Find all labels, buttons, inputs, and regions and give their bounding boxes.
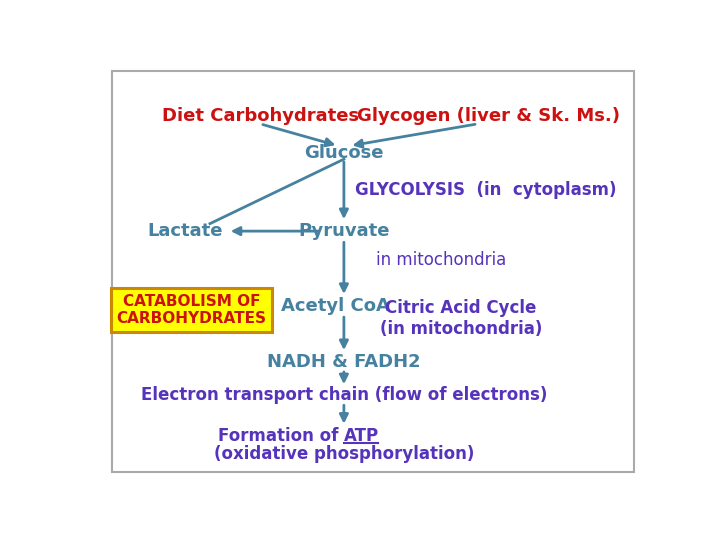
FancyBboxPatch shape	[112, 71, 634, 472]
Text: ATP: ATP	[344, 427, 379, 445]
Text: Acetyl CoA: Acetyl CoA	[281, 297, 390, 315]
Text: Citric Acid Cycle
(in mitochondria): Citric Acid Cycle (in mitochondria)	[380, 299, 542, 338]
Text: Glycogen (liver & Sk. Ms.): Glycogen (liver & Sk. Ms.)	[357, 106, 621, 125]
Text: Glucose: Glucose	[304, 144, 384, 162]
Text: GLYCOLYSIS  (in  cytoplasm): GLYCOLYSIS (in cytoplasm)	[356, 180, 617, 199]
Text: CATABOLISM OF
CARBOHYDRATES: CATABOLISM OF CARBOHYDRATES	[117, 294, 266, 326]
Text: (oxidative phosphorylation): (oxidative phosphorylation)	[214, 444, 474, 463]
Text: Lactate: Lactate	[147, 222, 222, 240]
Text: NADH & FADH2: NADH & FADH2	[267, 353, 420, 371]
Text: Electron transport chain (flow of electrons): Electron transport chain (flow of electr…	[140, 386, 547, 404]
Text: Formation of: Formation of	[217, 427, 344, 445]
Text: in mitochondria: in mitochondria	[377, 251, 507, 269]
Text: Diet Carbohydrates: Diet Carbohydrates	[161, 106, 359, 125]
Text: Pyruvate: Pyruvate	[298, 222, 390, 240]
